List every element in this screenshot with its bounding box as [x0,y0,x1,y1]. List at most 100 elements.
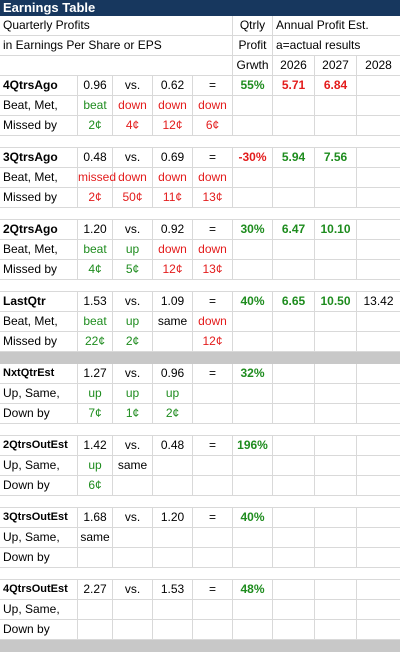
equals-sign: = [193,364,233,383]
empty-cell [193,456,233,475]
empty-cell [233,528,273,547]
eps-value: 0.96 [78,76,113,95]
empty-cell [357,404,400,423]
amount-text: 2¢ [78,116,113,135]
empty-cell [193,528,233,547]
header-blank [0,56,233,75]
empty-cell [233,620,273,639]
table-row: Beat, Met, beat up same down [0,312,400,332]
status-text: same [78,528,113,547]
prior-eps-value: 0.62 [153,76,193,95]
section-separator [0,640,400,652]
amount-text [113,620,153,639]
empty-cell [273,332,315,351]
header-year-2028: 2028 [365,58,392,72]
row-sublabel: Up, Same, [0,600,78,619]
header-year-2027: 2027 [315,56,357,75]
amount-text [153,332,193,351]
row-label: 4QtrsAgo [0,76,78,95]
table-row: Missed by 22¢ 2¢ 12¢ [0,332,400,352]
equals-sign: = [193,76,233,95]
row-sublabel: Missed by [0,332,78,351]
empty-cell [315,116,357,135]
annual-2028 [357,76,400,95]
empty-cell [357,96,400,115]
table-row: Up, Same, same [0,528,400,548]
prior-eps-value: 0.69 [153,148,193,167]
amount-text [153,620,193,639]
empty-cell [233,240,273,259]
status-text: down [153,240,193,259]
header-growth: Grwth [233,56,273,75]
status-text: down [153,96,193,115]
empty-cell [273,168,315,187]
empty-cell [357,528,400,547]
header-actual-results: a=actual results [276,38,361,52]
status-text: up [78,384,113,403]
table-row: NxtQtrEst 1.27 vs. 0.96 = 32% [0,364,400,384]
row-sublabel: Missed by [0,116,78,135]
row-label: 2QtrsOutEst [0,436,78,455]
empty-cell [273,240,315,259]
empty-cell [273,600,315,619]
empty-cell [273,528,315,547]
annual-2027 [315,508,357,527]
status-text: up [78,456,113,475]
prior-eps-value: 1.20 [153,508,193,527]
status-text: up [113,384,153,403]
empty-cell [315,312,357,331]
header-row-3: Grwth 2026 2027 2028 [0,56,400,76]
empty-cell [315,188,357,207]
amount-text: 6¢ [193,116,233,135]
table-row: Beat, Met, beat down down down [0,96,400,116]
amount-text: 22¢ [78,332,113,351]
amount-text: 6¢ [78,476,113,495]
empty-cell [357,620,400,639]
annual-2028: 13.42 [363,294,394,308]
empty-cell [315,476,357,495]
amount-text: 5¢ [113,260,153,279]
empty-cell [357,240,400,259]
annual-2026 [273,580,315,599]
empty-cell [357,188,400,207]
header-year-2026: 2026 [273,56,315,75]
amount-text: 2¢ [113,332,153,351]
empty-cell [357,456,400,475]
empty-cell [233,384,273,403]
amount-text: 11¢ [153,188,193,207]
table-row: 2QtrsOutEst 1.42 vs. 0.48 = 196% [0,436,400,456]
empty-cell [357,312,400,331]
annual-2026: 5.71 [273,76,315,95]
empty-cell [233,456,273,475]
status-text [153,456,193,475]
annual-2027 [315,364,357,383]
row-gap [0,568,400,580]
empty-cell [193,600,233,619]
equals-sign: = [193,508,233,527]
status-text [113,528,153,547]
table-row: 3QtrsOutEst 1.68 vs. 1.20 = 40% [0,508,400,528]
annual-2027: 6.84 [315,76,357,95]
empty-cell [357,168,400,187]
table-row: Down by [0,548,400,568]
row-sublabel: Missed by [0,188,78,207]
empty-cell [273,476,315,495]
status-text: same [113,456,153,475]
growth-percent: -30% [233,148,273,167]
annual-2027: 10.10 [315,220,357,239]
empty-cell [193,548,233,567]
header-qtrly: Qtrly [233,16,273,35]
header-annual-profit: Annual Profit Est. [276,18,369,32]
empty-cell [315,404,357,423]
growth-percent: 30% [233,220,273,239]
eps-value: 1.27 [78,364,113,383]
table-row: Beat, Met, missed down down down [0,168,400,188]
row-gap [0,424,400,436]
table-row: Missed by 2¢ 50¢ 11¢ 13¢ [0,188,400,208]
row-sublabel: Beat, Met, [0,96,78,115]
status-text: down [113,168,153,187]
empty-cell [273,456,315,475]
annual-2027: 10.50 [315,292,357,311]
equals-sign: = [193,580,233,599]
status-text: down [193,168,233,187]
